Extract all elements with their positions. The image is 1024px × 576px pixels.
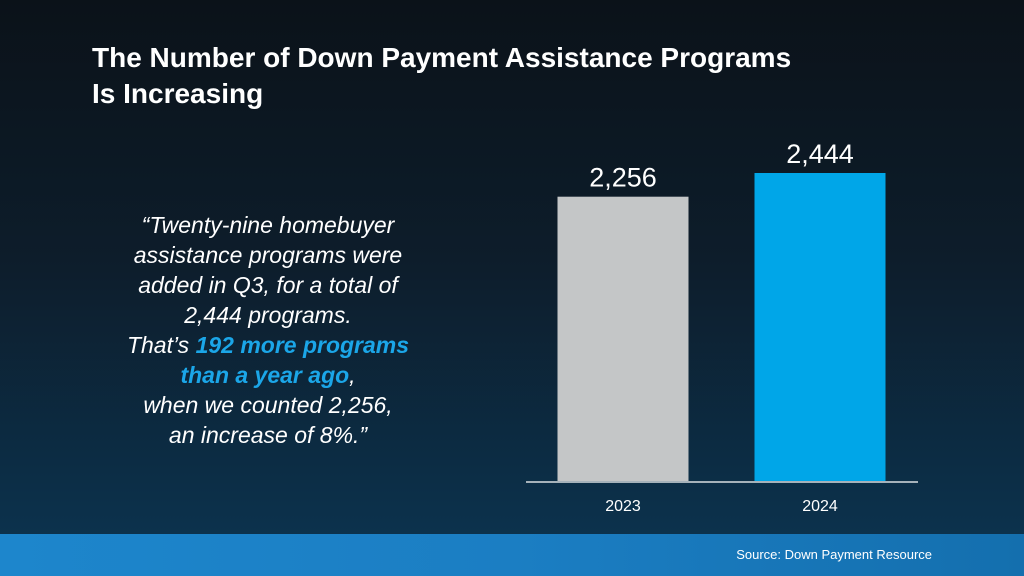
x-tick-label-2024: 2024 [802, 498, 838, 515]
bar-2023 [557, 196, 689, 481]
x-tick-label-2023: 2023 [605, 498, 641, 515]
quote-line-1: “Twenty-nine homebuyer [141, 212, 395, 238]
quote-line-6-suffix: , [349, 362, 356, 388]
quote-highlight-2: than a year ago [180, 362, 350, 388]
title-line-2: Is Increasing [92, 78, 264, 109]
quote-line-8: an increase of 8%.” [168, 422, 368, 448]
quote-line-5: That’s 192 more programs [78, 330, 458, 360]
bar-2024 [754, 173, 886, 481]
quote-block: “Twenty-nine homebuyer assistance progra… [78, 210, 458, 450]
quote-line-3: added in Q3, for a total of [138, 272, 398, 298]
quote-highlight-1: 192 more programs [195, 332, 410, 358]
value-label-2023: 2,256 [589, 163, 657, 193]
quote-line-7: when we counted 2,256, [143, 392, 393, 418]
quote-line-6: than a year ago, [78, 360, 458, 390]
page-title: The Number of Down Payment Assistance Pr… [92, 40, 952, 112]
quote-line-2: assistance programs were [133, 242, 403, 268]
value-label-2024: 2,444 [786, 139, 854, 169]
title-line-1: The Number of Down Payment Assistance Pr… [92, 42, 792, 73]
footer-bar: Source: Down Payment Resource [0, 534, 1024, 576]
quote-line-4: 2,444 programs. [184, 302, 352, 328]
source-note: Source: Down Payment Resource [736, 547, 932, 562]
quote-line-5-prefix: That’s [126, 332, 196, 358]
